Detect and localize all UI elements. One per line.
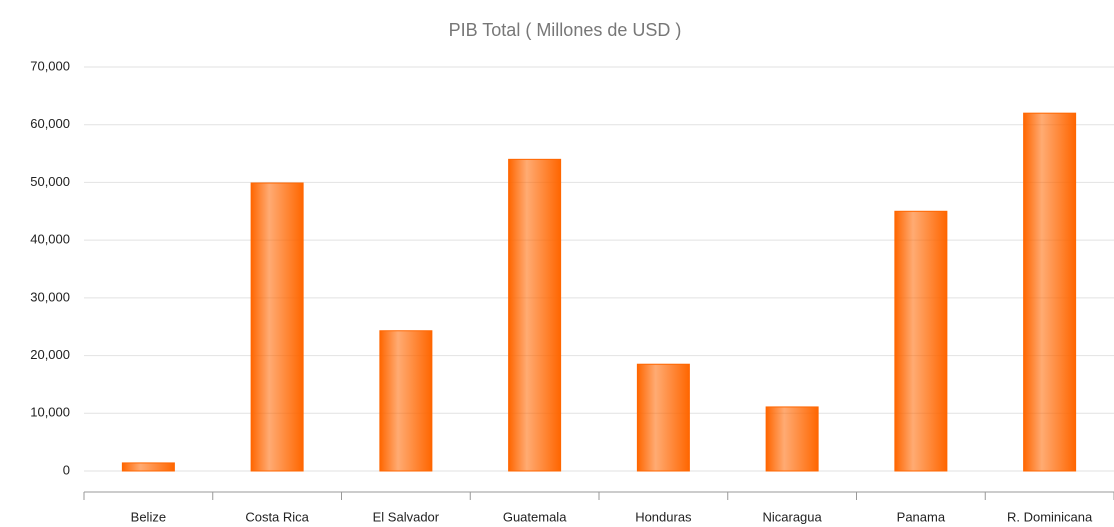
bar bbox=[121, 462, 175, 472]
x-tick-label: Nicaragua bbox=[762, 509, 822, 524]
x-tick-label: Guatemala bbox=[503, 509, 567, 524]
y-tick-label: 70,000 bbox=[30, 58, 70, 73]
x-tick-label: R. Dominicana bbox=[1007, 509, 1093, 524]
x-tick-label: El Salvador bbox=[373, 509, 440, 524]
y-tick-label: 50,000 bbox=[30, 174, 70, 189]
bar bbox=[894, 210, 948, 472]
chart-title: PIB Total ( Millones de USD ) bbox=[449, 20, 682, 40]
y-tick-label: 0 bbox=[63, 462, 70, 477]
y-tick-label: 10,000 bbox=[30, 405, 70, 420]
bar bbox=[636, 363, 690, 472]
y-tick-label: 30,000 bbox=[30, 289, 70, 304]
bar bbox=[1023, 112, 1077, 472]
bar bbox=[379, 330, 433, 472]
bar bbox=[250, 182, 304, 472]
x-tick-label: Honduras bbox=[635, 509, 692, 524]
x-tick-label: Costa Rica bbox=[245, 509, 309, 524]
bar bbox=[765, 406, 819, 472]
y-tick-label: 20,000 bbox=[30, 347, 70, 362]
bar bbox=[508, 158, 562, 472]
y-tick-label: 60,000 bbox=[30, 116, 70, 131]
x-tick-label: Panama bbox=[897, 509, 946, 524]
y-tick-label: 40,000 bbox=[30, 232, 70, 247]
x-tick-label: Belize bbox=[131, 509, 166, 524]
